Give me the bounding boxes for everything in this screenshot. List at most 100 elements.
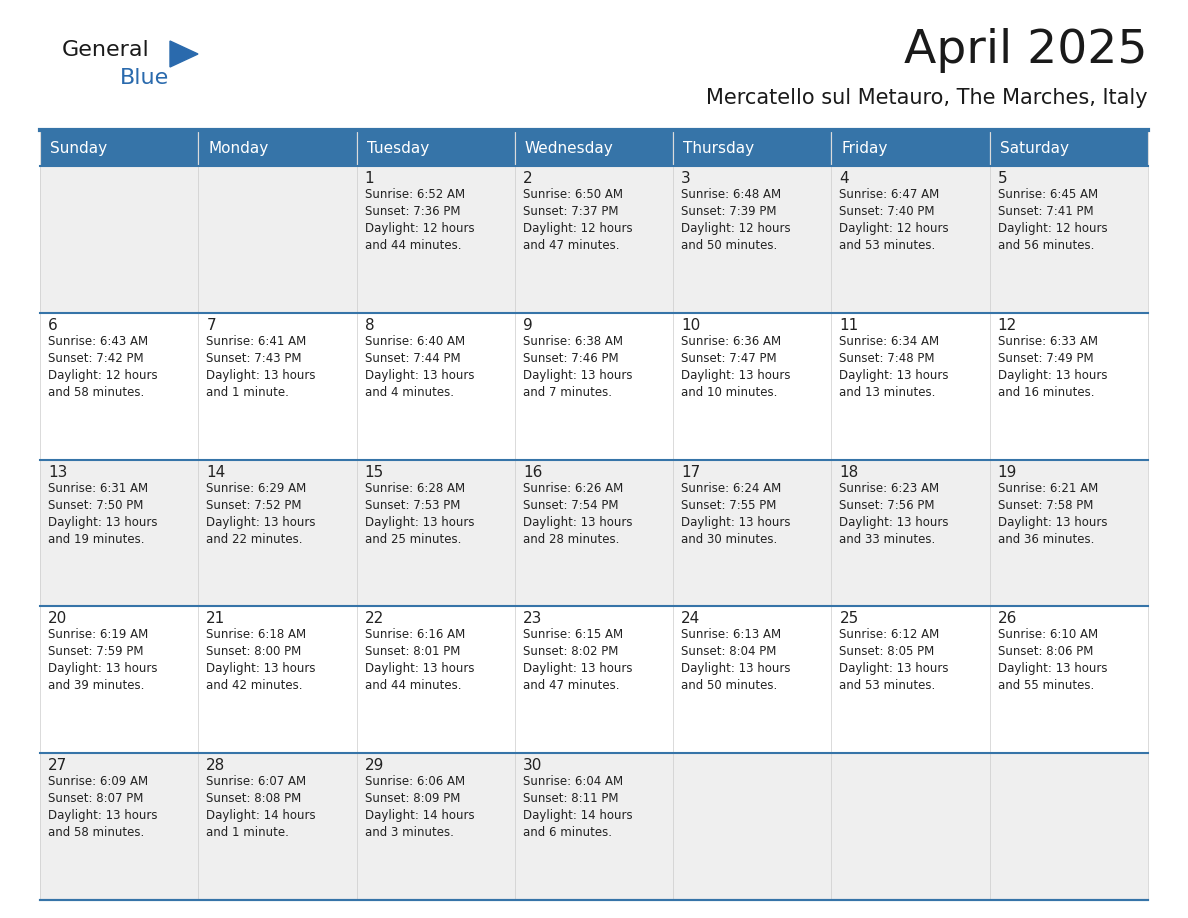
Text: 9: 9 xyxy=(523,318,532,333)
Text: 20: 20 xyxy=(48,611,68,626)
Text: 2: 2 xyxy=(523,171,532,186)
Text: Sunrise: 6:38 AM
Sunset: 7:46 PM
Daylight: 13 hours
and 7 minutes.: Sunrise: 6:38 AM Sunset: 7:46 PM Dayligh… xyxy=(523,335,632,398)
Bar xyxy=(40,753,198,900)
Bar xyxy=(514,130,674,166)
Text: Sunrise: 6:50 AM
Sunset: 7:37 PM
Daylight: 12 hours
and 47 minutes.: Sunrise: 6:50 AM Sunset: 7:37 PM Dayligh… xyxy=(523,188,632,252)
Text: 6: 6 xyxy=(48,318,58,333)
Bar xyxy=(198,313,356,460)
Bar xyxy=(40,313,198,460)
Text: Sunrise: 6:31 AM
Sunset: 7:50 PM
Daylight: 13 hours
and 19 minutes.: Sunrise: 6:31 AM Sunset: 7:50 PM Dayligh… xyxy=(48,482,158,545)
Text: Wednesday: Wednesday xyxy=(525,140,614,155)
Bar xyxy=(514,313,674,460)
Bar xyxy=(40,607,198,753)
Bar xyxy=(674,753,832,900)
Bar xyxy=(514,753,674,900)
Text: Sunrise: 6:09 AM
Sunset: 8:07 PM
Daylight: 13 hours
and 58 minutes.: Sunrise: 6:09 AM Sunset: 8:07 PM Dayligh… xyxy=(48,775,158,839)
Text: 16: 16 xyxy=(523,465,542,479)
Text: Sunrise: 6:47 AM
Sunset: 7:40 PM
Daylight: 12 hours
and 53 minutes.: Sunrise: 6:47 AM Sunset: 7:40 PM Dayligh… xyxy=(840,188,949,252)
Text: Sunrise: 6:15 AM
Sunset: 8:02 PM
Daylight: 13 hours
and 47 minutes.: Sunrise: 6:15 AM Sunset: 8:02 PM Dayligh… xyxy=(523,629,632,692)
Text: 18: 18 xyxy=(840,465,859,479)
Text: Sunrise: 6:29 AM
Sunset: 7:52 PM
Daylight: 13 hours
and 22 minutes.: Sunrise: 6:29 AM Sunset: 7:52 PM Dayligh… xyxy=(207,482,316,545)
Text: Sunrise: 6:34 AM
Sunset: 7:48 PM
Daylight: 13 hours
and 13 minutes.: Sunrise: 6:34 AM Sunset: 7:48 PM Dayligh… xyxy=(840,335,949,398)
Bar xyxy=(832,753,990,900)
Text: 28: 28 xyxy=(207,758,226,773)
Bar xyxy=(832,460,990,607)
Text: 21: 21 xyxy=(207,611,226,626)
Bar xyxy=(990,753,1148,900)
Text: Sunrise: 6:16 AM
Sunset: 8:01 PM
Daylight: 13 hours
and 44 minutes.: Sunrise: 6:16 AM Sunset: 8:01 PM Dayligh… xyxy=(365,629,474,692)
Text: Sunrise: 6:13 AM
Sunset: 8:04 PM
Daylight: 13 hours
and 50 minutes.: Sunrise: 6:13 AM Sunset: 8:04 PM Dayligh… xyxy=(681,629,791,692)
Text: 7: 7 xyxy=(207,318,216,333)
Text: Sunrise: 6:04 AM
Sunset: 8:11 PM
Daylight: 14 hours
and 6 minutes.: Sunrise: 6:04 AM Sunset: 8:11 PM Dayligh… xyxy=(523,775,632,839)
Text: Sunrise: 6:06 AM
Sunset: 8:09 PM
Daylight: 14 hours
and 3 minutes.: Sunrise: 6:06 AM Sunset: 8:09 PM Dayligh… xyxy=(365,775,474,839)
Text: 15: 15 xyxy=(365,465,384,479)
Text: 25: 25 xyxy=(840,611,859,626)
Text: Sunrise: 6:28 AM
Sunset: 7:53 PM
Daylight: 13 hours
and 25 minutes.: Sunrise: 6:28 AM Sunset: 7:53 PM Dayligh… xyxy=(365,482,474,545)
Bar xyxy=(990,313,1148,460)
Text: 27: 27 xyxy=(48,758,68,773)
Text: Thursday: Thursday xyxy=(683,140,754,155)
Text: Friday: Friday xyxy=(841,140,887,155)
Bar xyxy=(198,460,356,607)
Bar xyxy=(198,607,356,753)
Text: 11: 11 xyxy=(840,318,859,333)
Text: 10: 10 xyxy=(681,318,701,333)
Bar xyxy=(990,607,1148,753)
Bar xyxy=(356,130,514,166)
Text: Sunrise: 6:36 AM
Sunset: 7:47 PM
Daylight: 13 hours
and 10 minutes.: Sunrise: 6:36 AM Sunset: 7:47 PM Dayligh… xyxy=(681,335,791,398)
Text: Sunrise: 6:23 AM
Sunset: 7:56 PM
Daylight: 13 hours
and 33 minutes.: Sunrise: 6:23 AM Sunset: 7:56 PM Dayligh… xyxy=(840,482,949,545)
Text: Sunrise: 6:07 AM
Sunset: 8:08 PM
Daylight: 14 hours
and 1 minute.: Sunrise: 6:07 AM Sunset: 8:08 PM Dayligh… xyxy=(207,775,316,839)
Text: Sunday: Sunday xyxy=(50,140,107,155)
Text: 22: 22 xyxy=(365,611,384,626)
Bar xyxy=(832,313,990,460)
Bar xyxy=(356,166,514,313)
Text: Sunrise: 6:43 AM
Sunset: 7:42 PM
Daylight: 12 hours
and 58 minutes.: Sunrise: 6:43 AM Sunset: 7:42 PM Dayligh… xyxy=(48,335,158,398)
Text: 3: 3 xyxy=(681,171,691,186)
Bar xyxy=(198,753,356,900)
Text: Sunrise: 6:24 AM
Sunset: 7:55 PM
Daylight: 13 hours
and 30 minutes.: Sunrise: 6:24 AM Sunset: 7:55 PM Dayligh… xyxy=(681,482,791,545)
Text: 17: 17 xyxy=(681,465,701,479)
Bar xyxy=(990,460,1148,607)
Bar xyxy=(514,166,674,313)
Bar xyxy=(674,166,832,313)
Text: Tuesday: Tuesday xyxy=(367,140,429,155)
Polygon shape xyxy=(170,41,198,67)
Text: 23: 23 xyxy=(523,611,542,626)
Text: 13: 13 xyxy=(48,465,68,479)
Text: 14: 14 xyxy=(207,465,226,479)
Bar xyxy=(40,166,198,313)
Text: Sunrise: 6:18 AM
Sunset: 8:00 PM
Daylight: 13 hours
and 42 minutes.: Sunrise: 6:18 AM Sunset: 8:00 PM Dayligh… xyxy=(207,629,316,692)
Bar xyxy=(514,607,674,753)
Text: 26: 26 xyxy=(998,611,1017,626)
Text: Sunrise: 6:40 AM
Sunset: 7:44 PM
Daylight: 13 hours
and 4 minutes.: Sunrise: 6:40 AM Sunset: 7:44 PM Dayligh… xyxy=(365,335,474,398)
Bar xyxy=(674,313,832,460)
Text: Sunrise: 6:45 AM
Sunset: 7:41 PM
Daylight: 12 hours
and 56 minutes.: Sunrise: 6:45 AM Sunset: 7:41 PM Dayligh… xyxy=(998,188,1107,252)
Text: Sunrise: 6:10 AM
Sunset: 8:06 PM
Daylight: 13 hours
and 55 minutes.: Sunrise: 6:10 AM Sunset: 8:06 PM Dayligh… xyxy=(998,629,1107,692)
Bar xyxy=(990,166,1148,313)
Bar xyxy=(40,460,198,607)
Bar xyxy=(356,753,514,900)
Text: Sunrise: 6:52 AM
Sunset: 7:36 PM
Daylight: 12 hours
and 44 minutes.: Sunrise: 6:52 AM Sunset: 7:36 PM Dayligh… xyxy=(365,188,474,252)
Bar xyxy=(356,313,514,460)
Text: 4: 4 xyxy=(840,171,849,186)
Text: 5: 5 xyxy=(998,171,1007,186)
Bar xyxy=(674,607,832,753)
Text: 12: 12 xyxy=(998,318,1017,333)
Text: Sunrise: 6:26 AM
Sunset: 7:54 PM
Daylight: 13 hours
and 28 minutes.: Sunrise: 6:26 AM Sunset: 7:54 PM Dayligh… xyxy=(523,482,632,545)
Bar xyxy=(990,130,1148,166)
Bar xyxy=(198,130,356,166)
Text: Sunrise: 6:12 AM
Sunset: 8:05 PM
Daylight: 13 hours
and 53 minutes.: Sunrise: 6:12 AM Sunset: 8:05 PM Dayligh… xyxy=(840,629,949,692)
Bar xyxy=(514,460,674,607)
Text: Sunrise: 6:33 AM
Sunset: 7:49 PM
Daylight: 13 hours
and 16 minutes.: Sunrise: 6:33 AM Sunset: 7:49 PM Dayligh… xyxy=(998,335,1107,398)
Text: 1: 1 xyxy=(365,171,374,186)
Bar xyxy=(674,460,832,607)
Text: Sunrise: 6:21 AM
Sunset: 7:58 PM
Daylight: 13 hours
and 36 minutes.: Sunrise: 6:21 AM Sunset: 7:58 PM Dayligh… xyxy=(998,482,1107,545)
Text: April 2025: April 2025 xyxy=(904,28,1148,73)
Text: Blue: Blue xyxy=(120,68,169,88)
Bar xyxy=(356,607,514,753)
Text: Saturday: Saturday xyxy=(1000,140,1069,155)
Text: 30: 30 xyxy=(523,758,542,773)
Text: Monday: Monday xyxy=(208,140,268,155)
Bar xyxy=(832,607,990,753)
Text: 19: 19 xyxy=(998,465,1017,479)
